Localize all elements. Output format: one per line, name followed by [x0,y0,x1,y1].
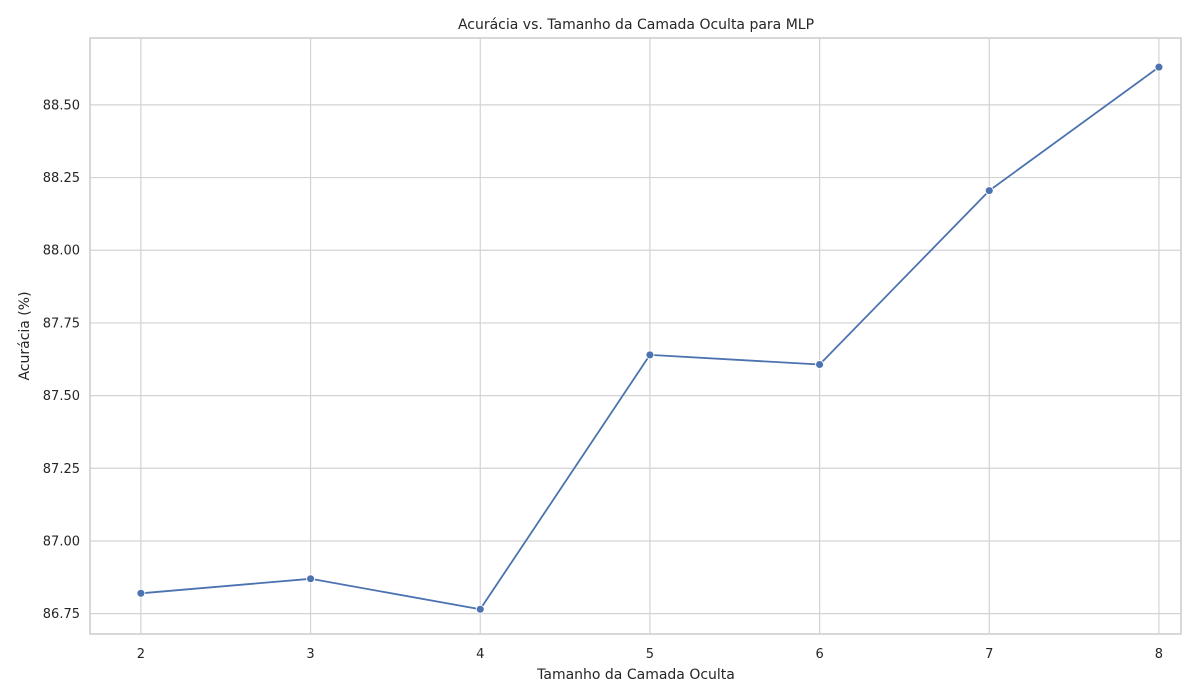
y-tick-label: 87.00 [43,534,80,549]
x-axis-label: Tamanho da Camada Oculta [536,667,735,683]
x-tick-label: 2 [137,647,145,662]
y-axis-label: Acurácia (%) [17,291,33,380]
y-tick-label: 87.50 [43,389,80,404]
data-points [136,62,1164,614]
y-tick-label: 86.75 [43,607,80,622]
y-tick-label: 87.75 [43,316,80,331]
x-tick-labels: 2 3 4 5 6 7 8 [137,647,1163,662]
x-tick-label: 6 [815,647,823,662]
chart-title: Acurácia vs. Tamanho da Camada Oculta pa… [458,17,814,33]
data-point [984,186,994,196]
y-tick-label: 88.00 [43,244,80,259]
x-tick-label: 4 [476,647,484,662]
plot-area-frame [89,37,1182,635]
y-tick-label: 88.50 [43,98,80,113]
x-tick-label: 5 [646,647,654,662]
data-point [815,360,825,369]
data-point [645,350,655,360]
y-tick-label: 88.25 [43,171,80,186]
x-tick-label: 8 [1155,647,1163,662]
y-tick-label: 87.25 [43,462,80,477]
y-tick-labels: 86.75 87.00 87.25 87.50 87.75 88.00 88.25 88.50 [43,98,80,622]
data-point [136,588,146,598]
x-tick-label: 3 [306,647,314,662]
data-point [1154,62,1164,72]
x-tick-label: 7 [985,647,993,662]
data-point [306,574,316,584]
data-point [475,604,485,614]
grid [90,38,1181,634]
